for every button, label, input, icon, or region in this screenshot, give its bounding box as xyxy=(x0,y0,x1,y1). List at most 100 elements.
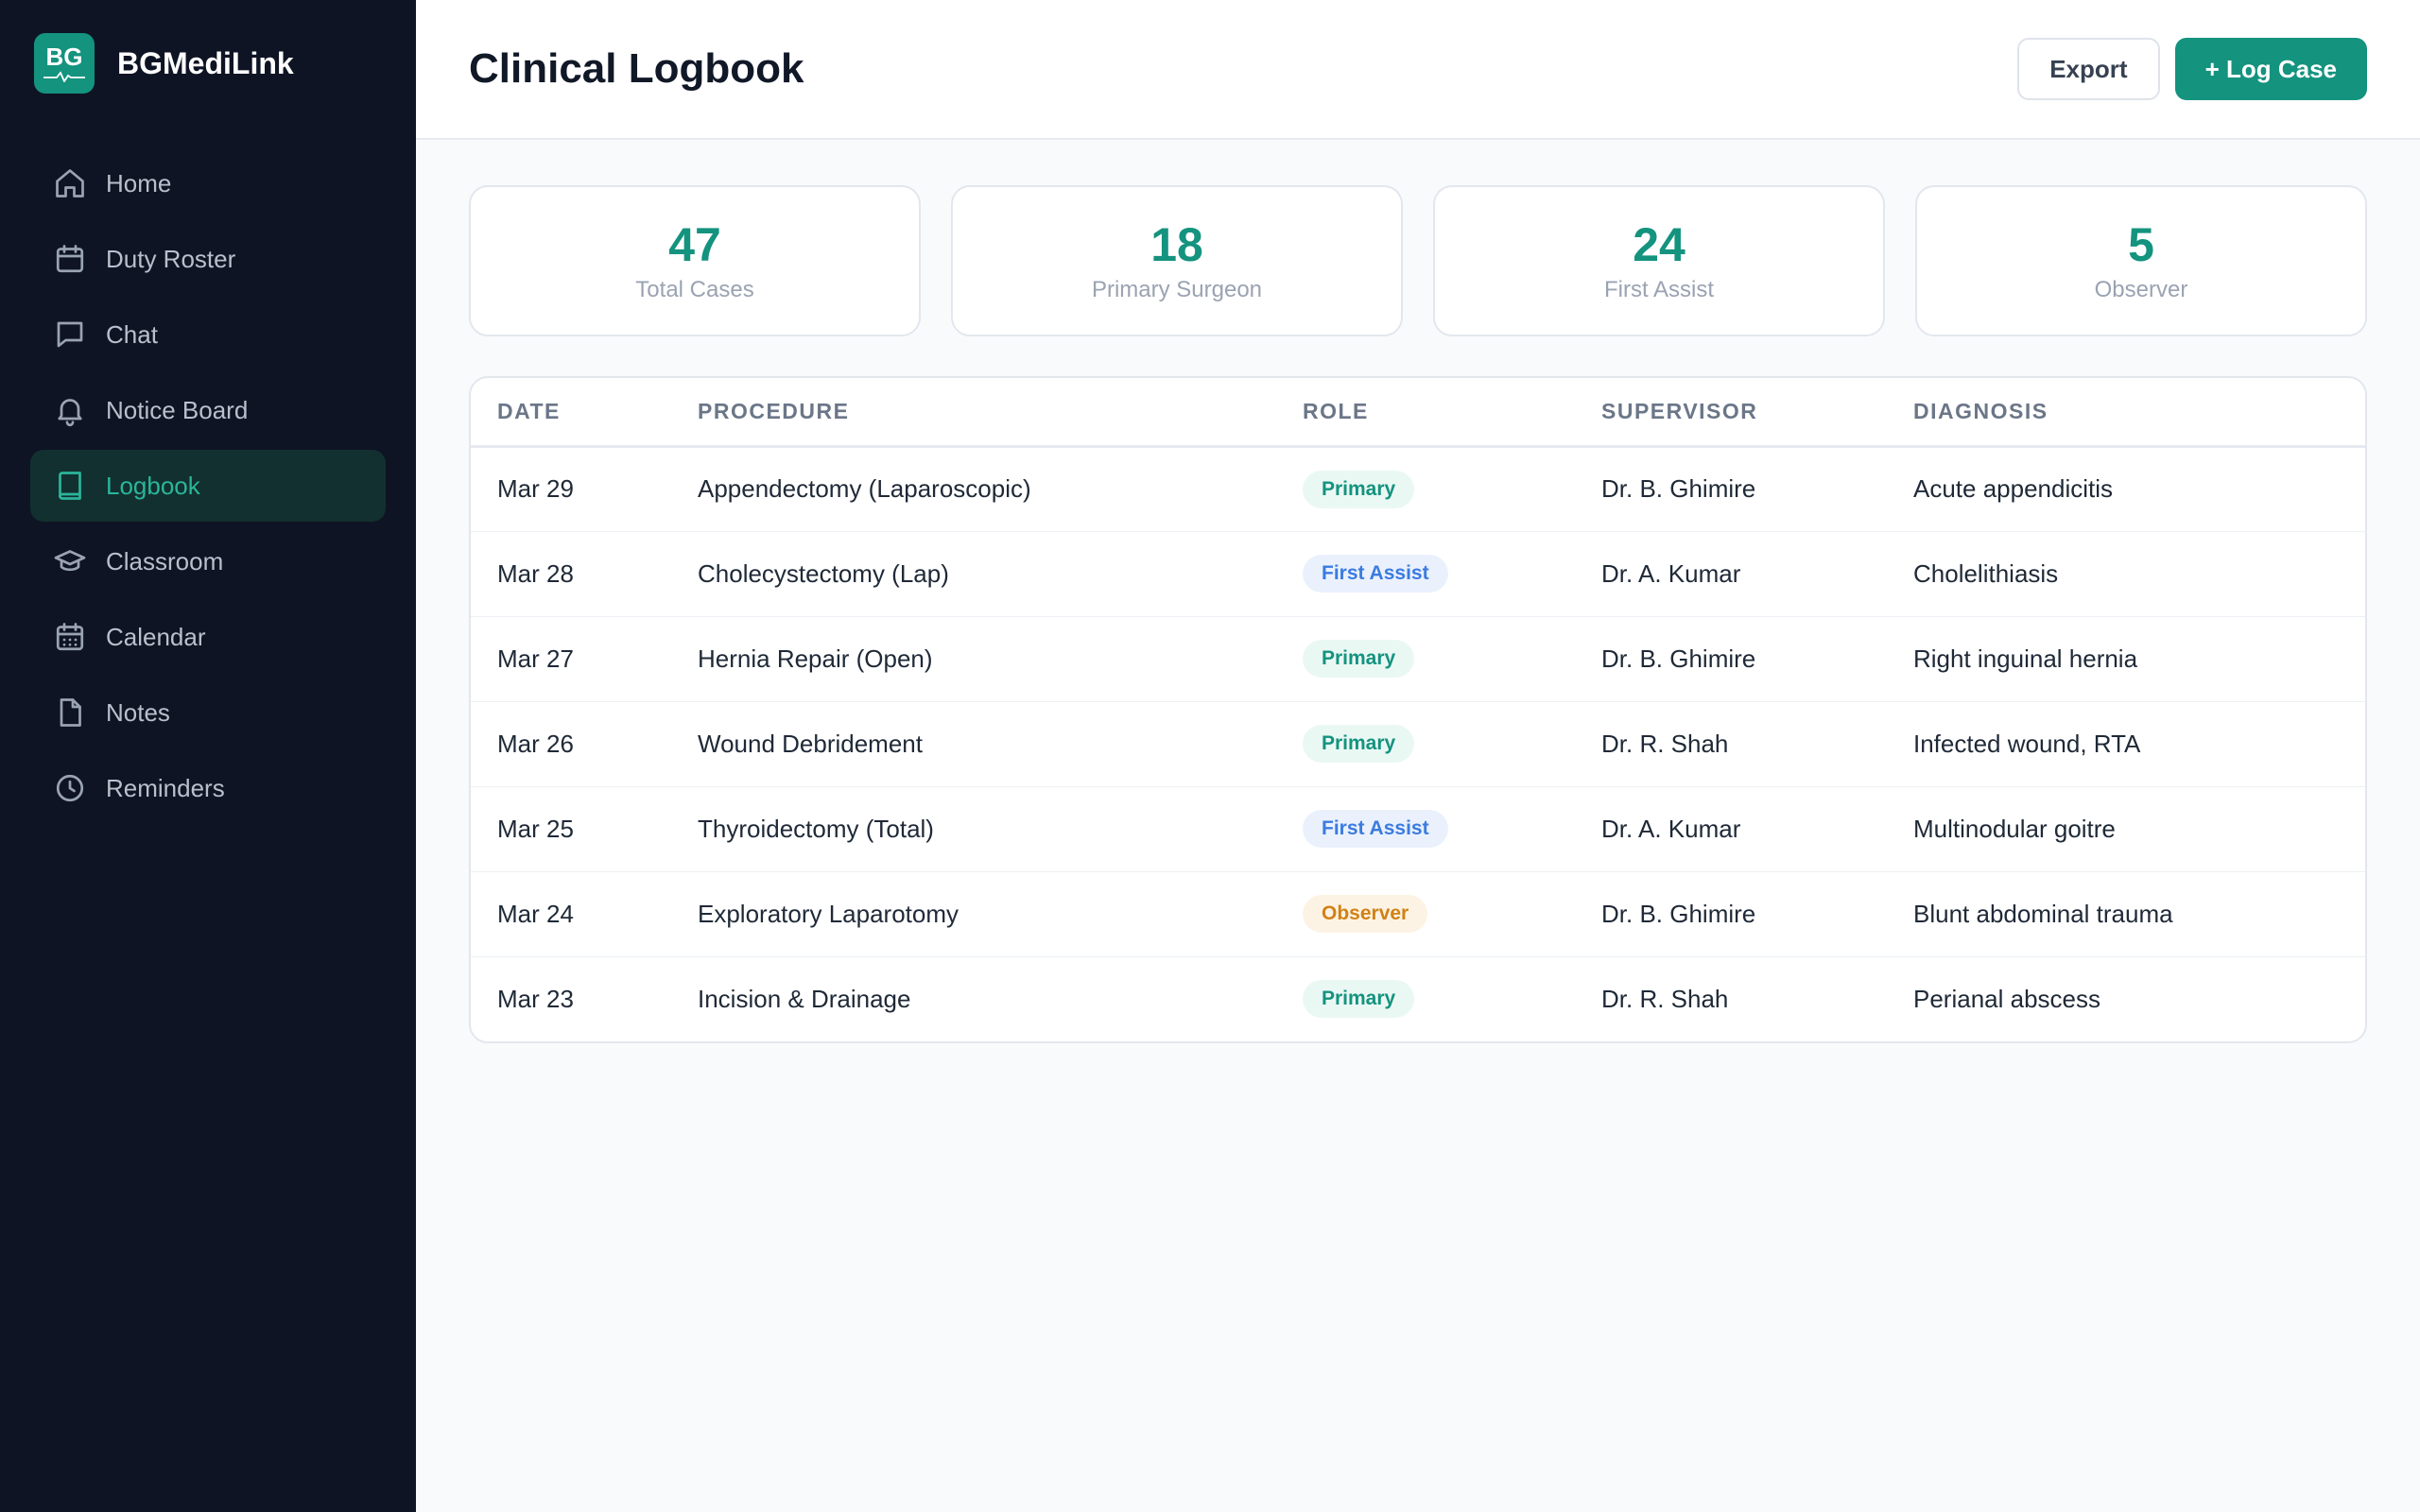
cell-supervisor: Dr. A. Kumar xyxy=(1575,531,1887,617)
stat-value: 47 xyxy=(668,217,721,271)
table-row[interactable]: Mar 28 Cholecystectomy (Lap) First Assis… xyxy=(471,531,2365,617)
stats-row: 47 Total Cases 18 Primary Surgeon 24 Fir… xyxy=(469,185,2367,336)
sidebar-item-label: Notes xyxy=(106,697,170,727)
table-row[interactable]: Mar 23 Incision & Drainage Primary Dr. R… xyxy=(471,956,2365,1041)
cell-diagnosis: Infected wound, RTA xyxy=(1887,701,2365,787)
sidebar-item-label: Calendar xyxy=(106,622,206,651)
role-badge: Primary xyxy=(1303,980,1415,1019)
cell-diagnosis: Cholelithiasis xyxy=(1887,531,2365,617)
cell-role: Observer xyxy=(1276,871,1575,957)
cell-diagnosis: Multinodular goitre xyxy=(1887,786,2365,872)
sidebar-item-notes[interactable]: Notes xyxy=(30,677,386,748)
sidebar-item-label: Notice Board xyxy=(106,395,249,424)
role-badge: Primary xyxy=(1303,725,1415,763)
sidebar-item-logbook[interactable]: Logbook xyxy=(30,450,386,522)
role-badge: Primary xyxy=(1303,470,1415,508)
cell-date: Mar 29 xyxy=(471,446,671,532)
bell-icon xyxy=(58,399,82,427)
stat-card-primary-surgeon: 18 Primary Surgeon xyxy=(951,185,1403,336)
logbook-table: DATE PROCEDURE ROLE SUPERVISOR DIAGNOSIS… xyxy=(471,378,2365,1041)
heartbeat-icon xyxy=(43,71,85,82)
cell-procedure: Incision & Drainage xyxy=(698,984,911,1013)
table-row[interactable]: Mar 27 Hernia Repair (Open) Primary Dr. … xyxy=(471,616,2365,702)
cell-date: Mar 26 xyxy=(471,701,671,787)
sidebar-item-label: Duty Roster xyxy=(106,244,236,273)
stat-card-observer: 5 Observer xyxy=(1915,185,2367,336)
sidebar-item-label: Classroom xyxy=(106,546,224,576)
clock-icon xyxy=(56,774,84,802)
table-row[interactable]: Mar 24 Exploratory Laparotomy Observer D… xyxy=(471,871,2365,957)
cell-procedure: Appendectomy (Laparoscopic) xyxy=(671,446,1276,532)
chat-icon xyxy=(57,321,83,348)
sidebar-item-label: Logbook xyxy=(106,471,200,500)
sidebar-item-calendar[interactable]: Calendar xyxy=(30,601,386,673)
cell-diagnosis: Perianal abscess xyxy=(1913,984,2100,1013)
column-header-supervisor[interactable]: SUPERVISOR xyxy=(1575,378,1887,448)
column-header-procedure[interactable]: PROCEDURE xyxy=(671,378,1276,448)
file-icon xyxy=(60,698,81,727)
sidebar-item-chat[interactable]: Chat xyxy=(30,299,386,370)
sidebar-item-label: Home xyxy=(106,168,172,198)
stat-value: 5 xyxy=(2128,217,2154,271)
cell-diagnosis: Blunt abdominal trauma xyxy=(1887,871,2365,957)
stat-value: 24 xyxy=(1633,217,1685,271)
cell-supervisor: Dr. B. Ghimire xyxy=(1575,446,1887,532)
export-button[interactable]: Export xyxy=(2017,38,2160,100)
column-header-role[interactable]: ROLE xyxy=(1276,378,1575,448)
cell-role: Primary xyxy=(1276,701,1575,787)
calendar-grid-icon xyxy=(56,623,84,651)
header-actions: Export + Log Case xyxy=(2017,38,2367,100)
book-icon xyxy=(59,472,81,500)
brand[interactable]: BG BGMediLink xyxy=(30,32,386,94)
cell-diagnosis: Right inguinal hernia xyxy=(1887,616,2365,702)
cell-procedure: Thyroidectomy (Total) xyxy=(671,786,1276,872)
role-badge: Observer xyxy=(1303,895,1428,933)
role-badge: First Assist xyxy=(1303,810,1448,848)
calendar-icon xyxy=(56,245,84,273)
cell-procedure: Wound Debridement xyxy=(671,701,1276,787)
sidebar-item-home[interactable]: Home xyxy=(30,147,386,219)
cell-role: Primary xyxy=(1276,956,1575,1041)
page-title: Clinical Logbook xyxy=(469,45,804,92)
log-case-button[interactable]: + Log Case xyxy=(2174,38,2367,100)
sidebar: BG BGMediLink Home Duty Roster Chat Noti… xyxy=(0,0,416,1512)
logbook-content: 47 Total Cases 18 Primary Surgeon 24 Fir… xyxy=(416,140,2420,1089)
cell-procedure: Hernia Repair (Open) xyxy=(671,616,1276,702)
logbook-table-card: DATE PROCEDURE ROLE SUPERVISOR DIAGNOSIS… xyxy=(469,376,2367,1043)
stat-value: 18 xyxy=(1150,217,1203,271)
cell-supervisor: Dr. R. Shah xyxy=(1601,984,1729,1013)
sidebar-item-reminders[interactable]: Reminders xyxy=(30,752,386,824)
column-header-diagnosis[interactable]: DIAGNOSIS xyxy=(1887,378,2365,448)
cell-supervisor: Dr. A. Kumar xyxy=(1575,786,1887,872)
cell-procedure: Cholecystectomy (Lap) xyxy=(671,531,1276,617)
cell-date: Mar 23 xyxy=(497,984,574,1013)
sidebar-item-classroom[interactable]: Classroom xyxy=(30,525,386,597)
stat-label: Observer xyxy=(2094,276,2188,302)
sidebar-item-duty-roster[interactable]: Duty Roster xyxy=(30,223,386,295)
cell-role: First Assist xyxy=(1276,531,1575,617)
sidebar-item-label: Chat xyxy=(106,319,158,349)
cell-role: Primary xyxy=(1276,616,1575,702)
sidebar-item-notice-board[interactable]: Notice Board xyxy=(30,374,386,446)
brand-logo: BG xyxy=(34,33,95,94)
home-icon xyxy=(56,169,84,198)
cell-diagnosis: Acute appendicitis xyxy=(1887,446,2365,532)
cell-date: Mar 25 xyxy=(471,786,671,872)
cell-supervisor: Dr. B. Ghimire xyxy=(1575,616,1887,702)
column-header-date[interactable]: DATE xyxy=(471,378,671,448)
table-row[interactable]: Mar 25 Thyroidectomy (Total) First Assis… xyxy=(471,786,2365,872)
role-badge: First Assist xyxy=(1303,555,1448,593)
table-row[interactable]: Mar 29 Appendectomy (Laparoscopic) Prima… xyxy=(471,446,2365,532)
page-header: Clinical Logbook Export + Log Case xyxy=(416,0,2420,140)
cell-date: Mar 28 xyxy=(471,531,671,617)
table-header-row: DATE PROCEDURE ROLE SUPERVISOR DIAGNOSIS xyxy=(471,378,2365,448)
sidebar-item-label: Reminders xyxy=(106,773,225,802)
table-row[interactable]: Mar 26 Wound Debridement Primary Dr. R. … xyxy=(471,701,2365,787)
sidebar-nav: Home Duty Roster Chat Notice Board Logbo… xyxy=(30,147,386,824)
cell-supervisor: Dr. B. Ghimire xyxy=(1575,871,1887,957)
cell-date: Mar 27 xyxy=(471,616,671,702)
brand-name: BGMediLink xyxy=(117,45,294,80)
cell-role: First Assist xyxy=(1276,786,1575,872)
role-badge: Primary xyxy=(1303,640,1415,678)
graduation-cap-icon xyxy=(54,550,86,572)
